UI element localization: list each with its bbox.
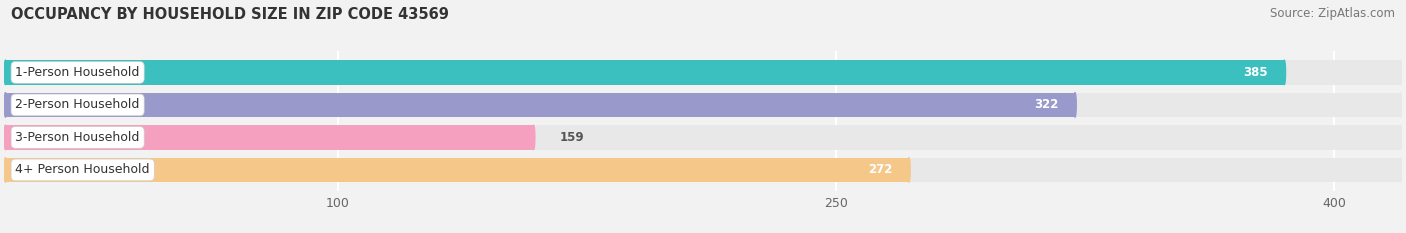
Text: Source: ZipAtlas.com: Source: ZipAtlas.com (1270, 7, 1395, 20)
Bar (6, 93, 1076, 117)
Bar (6, 158, 908, 182)
Circle shape (1284, 60, 1285, 85)
Circle shape (1399, 60, 1402, 85)
Circle shape (4, 125, 7, 150)
Text: 159: 159 (560, 131, 585, 144)
Circle shape (1399, 158, 1402, 182)
Circle shape (4, 60, 7, 85)
Bar (6, 60, 1400, 85)
Bar (6, 93, 1400, 117)
Text: 1-Person Household: 1-Person Household (15, 66, 139, 79)
Circle shape (1074, 93, 1076, 117)
Text: 4+ Person Household: 4+ Person Household (15, 163, 150, 176)
Circle shape (4, 60, 7, 85)
Text: OCCUPANCY BY HOUSEHOLD SIZE IN ZIP CODE 43569: OCCUPANCY BY HOUSEHOLD SIZE IN ZIP CODE … (11, 7, 449, 22)
Text: 2-Person Household: 2-Person Household (15, 98, 139, 111)
Circle shape (4, 93, 7, 117)
Text: 322: 322 (1033, 98, 1059, 111)
Bar (6, 125, 534, 150)
Circle shape (4, 158, 7, 182)
Text: 272: 272 (868, 163, 893, 176)
Circle shape (1399, 93, 1402, 117)
Text: 385: 385 (1243, 66, 1268, 79)
Circle shape (908, 158, 910, 182)
Circle shape (533, 125, 534, 150)
Bar (6, 158, 1400, 182)
Circle shape (4, 93, 7, 117)
Text: 3-Person Household: 3-Person Household (15, 131, 139, 144)
Circle shape (4, 125, 7, 150)
Bar (6, 125, 1400, 150)
Circle shape (4, 158, 7, 182)
Bar (6, 60, 1284, 85)
Circle shape (1399, 125, 1402, 150)
